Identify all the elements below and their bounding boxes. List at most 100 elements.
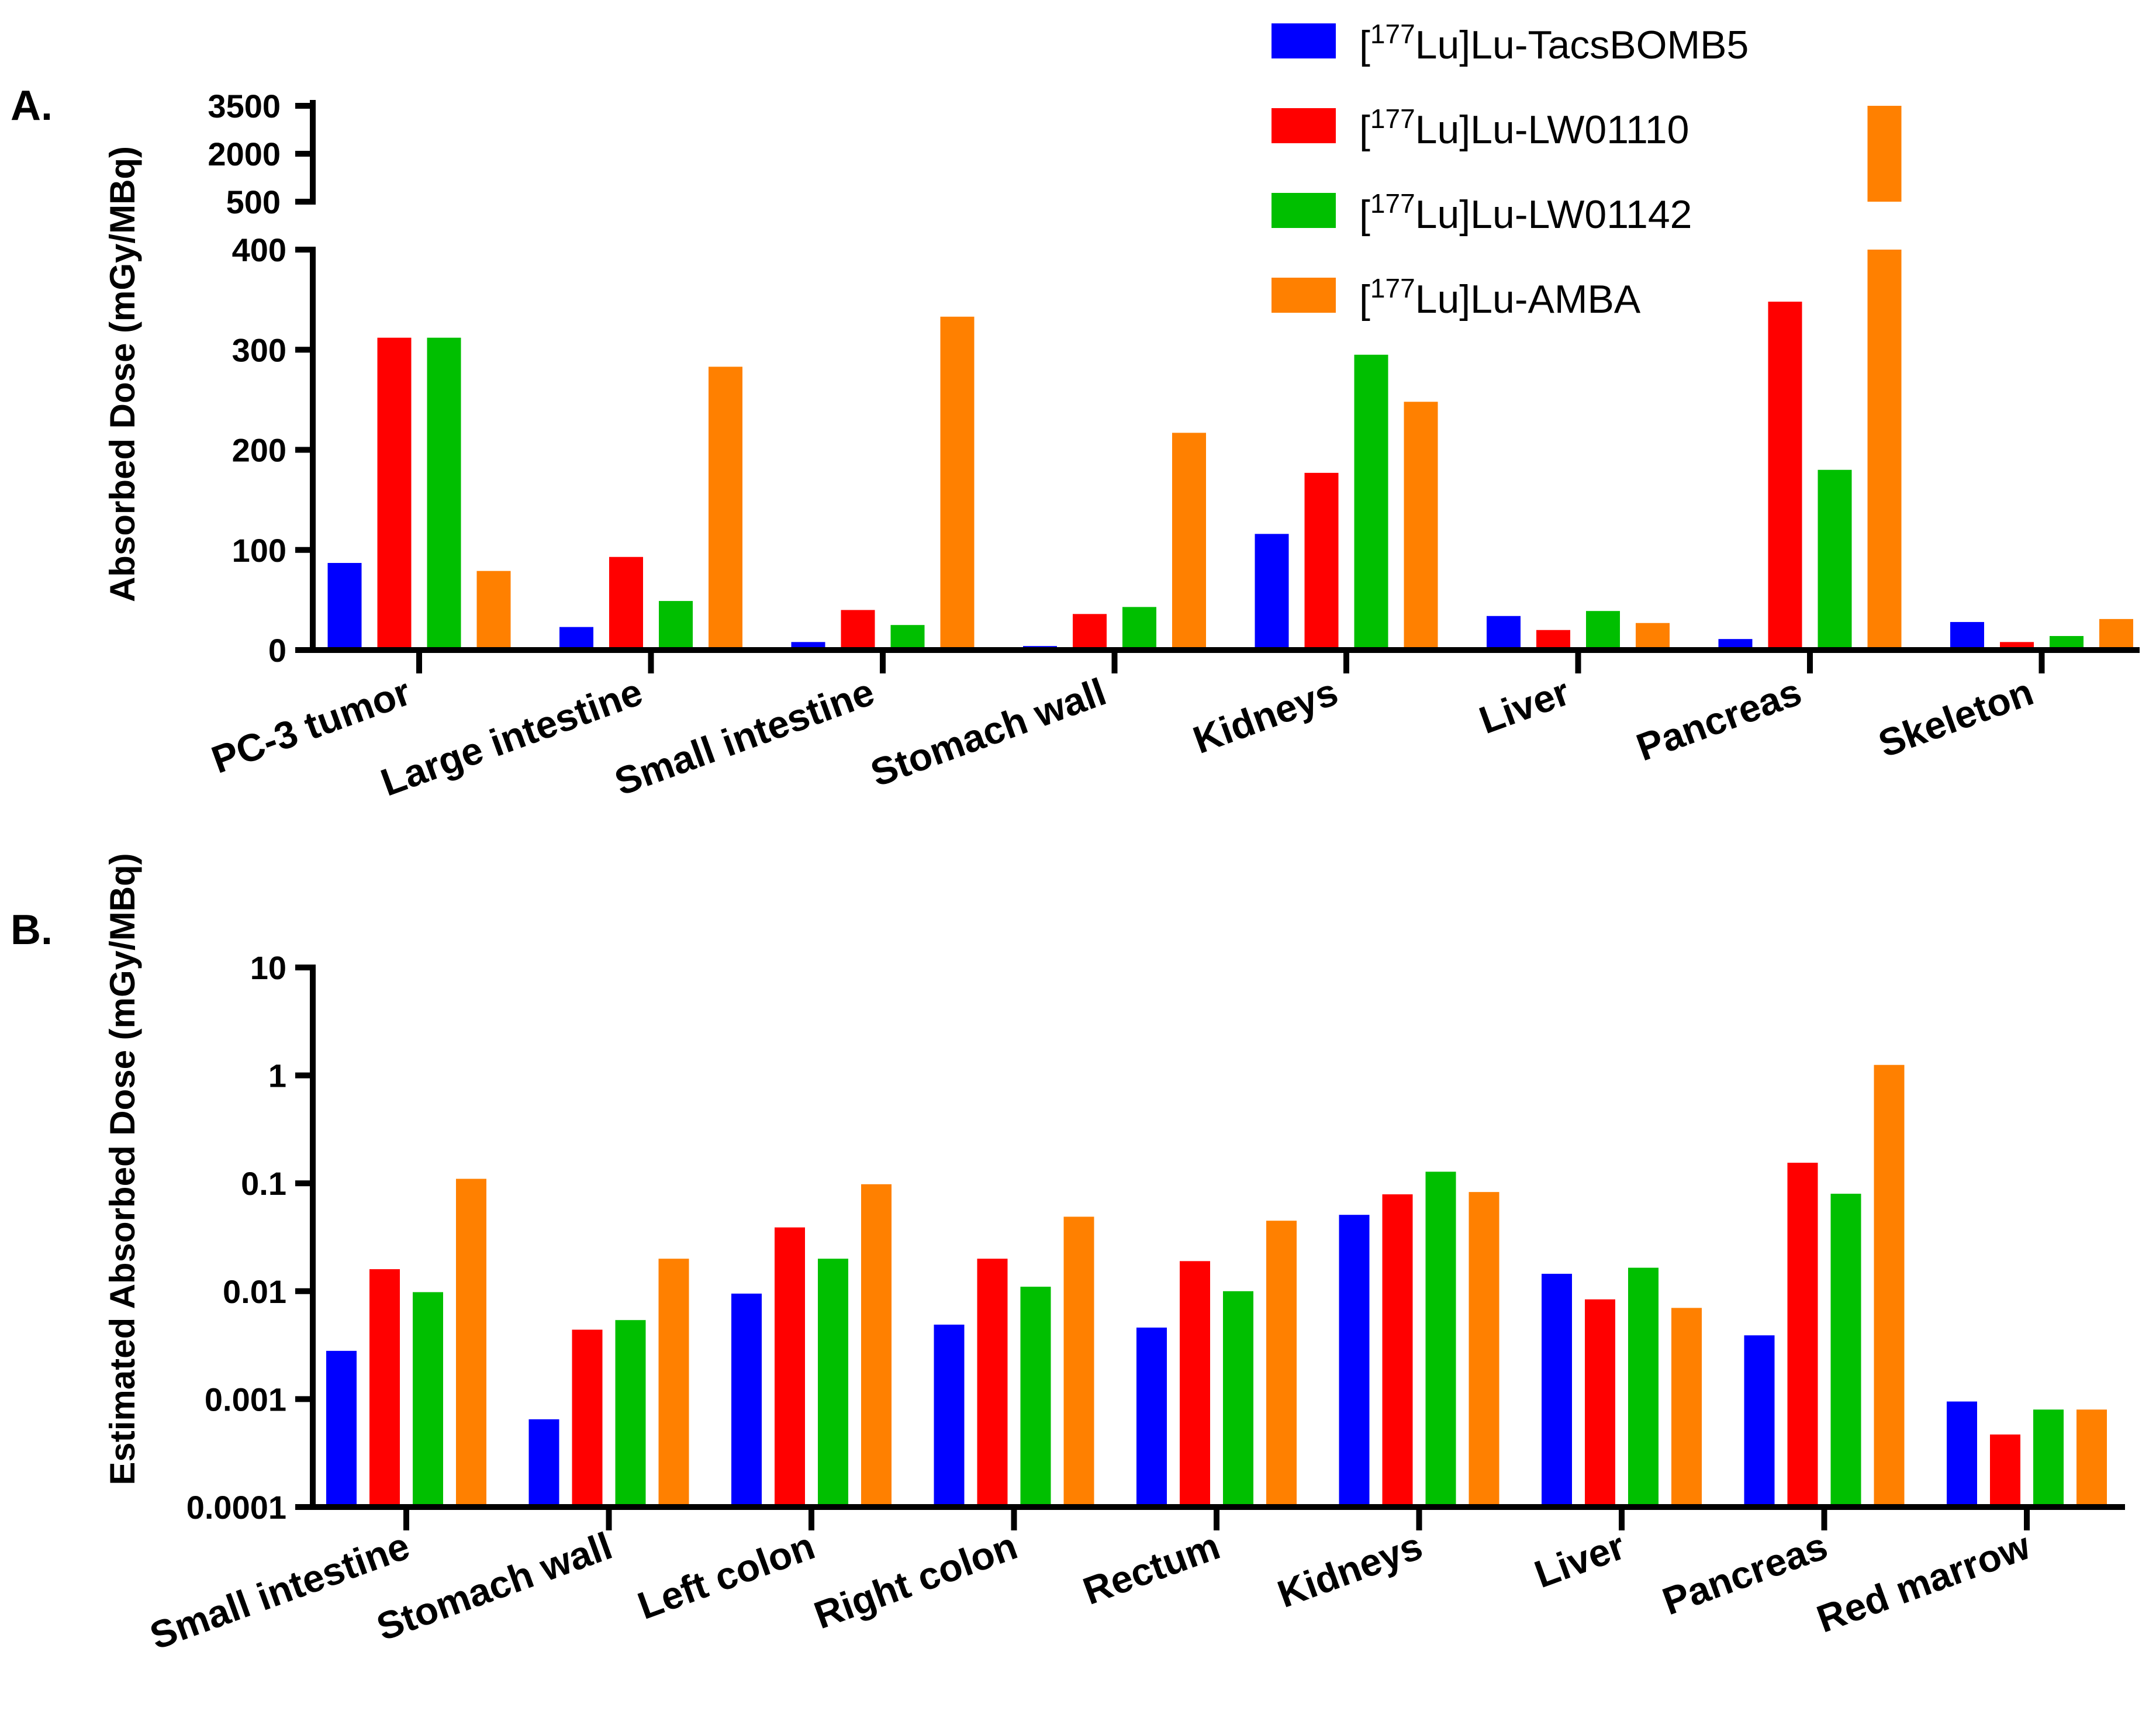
bar-a-liver-s3 (1636, 623, 1670, 650)
bar-b-small-intestine-s0 (326, 1350, 357, 1507)
bar-a-kidneys-s2 (1354, 354, 1388, 650)
legend-label-1: [177Lu]Lu-LW01110 (1359, 103, 1689, 152)
bar-a-skeleton-s2 (2050, 636, 2084, 650)
bar-a-stomach-wall-s3 (1172, 433, 1206, 650)
bar-a-small-intestine-s2 (890, 625, 925, 650)
panel-b-xlabel-red-marrow: Red marrow (1811, 1523, 2036, 1640)
panel-a-ytick-label-500: 500 (226, 184, 281, 220)
panel-b-xlabel-pancreas: Pancreas (1657, 1524, 1833, 1623)
bar-a-pc-3-tumor-s2 (427, 337, 461, 650)
bar-a-pancreas-s3-upper (1867, 106, 1902, 202)
panel-b-chart: 0.0001 0.001 0.01 0.1 1 10 Small intestineSto… (144, 949, 2125, 1657)
panel-b-label: B. (11, 907, 53, 953)
bar-a-kidneys-s3 (1404, 402, 1438, 650)
bar-a-large-intestine-s2 (659, 601, 693, 650)
panel-a-xlabel-small-intestine: Small intestine (609, 670, 880, 804)
bar-b-stomach-wall-s3 (658, 1259, 689, 1507)
bar-b-kidneys-s3 (1469, 1192, 1499, 1507)
bar-b-kidneys-s2 (1425, 1171, 1456, 1507)
bar-a-stomach-wall-s1 (1073, 614, 1107, 650)
legend-label-0: [177Lu]Lu-TacsBOMB5 (1359, 19, 1749, 67)
panel-b-y-axis-title: Estimated Absorbed Dose (mGy/MBq) (103, 853, 142, 1485)
panel-b-y-ticks: 0.0001 0.001 0.01 0.1 1 10 (186, 949, 313, 1526)
bar-a-pc-3-tumor-s0 (327, 563, 362, 650)
bar-a-pc-3-tumor-s1 (377, 337, 412, 650)
panel-a-xlabel-skeleton: Skeleton (1872, 670, 2038, 766)
panel-a-y-axis-title: Absorbed Dose (mGy/MBq) (103, 146, 142, 602)
bar-b-small-intestine-s3 (456, 1178, 486, 1507)
bar-a-liver-s1 (1536, 630, 1570, 650)
bar-a-stomach-wall-s2 (1122, 607, 1156, 650)
bar-b-rectum-s0 (1136, 1328, 1167, 1507)
panel-a-ytick-label-0: 0 (268, 632, 286, 669)
legend-swatch-0 (1272, 23, 1336, 58)
legend-label-3: [177Lu]Lu-AMBA (1359, 273, 1641, 322)
panel-a-y-ticks: 0 100 200 300 400 500 2000 3500 (208, 88, 313, 669)
panel-b-ytick-label-0-0001: 0.0001 (186, 1489, 286, 1526)
bar-b-left-colon-s3 (861, 1184, 892, 1507)
bar-b-left-colon-s1 (775, 1227, 805, 1507)
panel-b-xlabel-liver: Liver (1529, 1524, 1630, 1596)
bar-b-right-colon-s1 (977, 1259, 1008, 1507)
legend-swatch-3 (1272, 278, 1336, 313)
panel-a-chart: 0 100 200 300 400 500 2000 3500 PC-3 tumorLarge… (206, 88, 2140, 804)
bar-a-pancreas-s2 (1818, 469, 1852, 650)
bar-b-pancreas-s1 (1787, 1163, 1818, 1507)
bar-b-right-colon-s3 (1063, 1216, 1094, 1507)
panel-a-ytick-label-400: 400 (232, 231, 286, 268)
bar-b-small-intestine-s1 (369, 1269, 400, 1507)
panel-a-xlabel-large-intestine: Large intestine (375, 670, 648, 804)
bar-a-pc-3-tumor-s3 (476, 571, 511, 650)
bar-b-red-marrow-s1 (1990, 1434, 2020, 1507)
bar-b-liver-s3 (1671, 1308, 1702, 1507)
bar-b-liver-s0 (1542, 1274, 1572, 1507)
bar-b-kidneys-s0 (1339, 1215, 1370, 1507)
bar-a-large-intestine-s3 (709, 367, 742, 650)
bar-a-kidneys-s1 (1304, 472, 1339, 650)
legend-swatch-2 (1272, 193, 1336, 228)
bar-b-kidneys-s1 (1382, 1194, 1413, 1507)
bar-b-rectum-s1 (1180, 1261, 1210, 1507)
panel-a-xlabel-pancreas: Pancreas (1631, 670, 1807, 769)
panel-a-ytick-label-200: 200 (232, 432, 286, 469)
panel-b-bars (326, 1064, 2107, 1507)
panel-a-bars (327, 106, 2133, 650)
bar-b-stomach-wall-s1 (572, 1329, 603, 1507)
panel-a-xlabel-stomach-wall: Stomach wall (865, 670, 1112, 795)
panel-b-xlabel-rectum: Rectum (1077, 1524, 1225, 1613)
bar-b-pancreas-s0 (1744, 1335, 1775, 1507)
bar-a-skeleton-s0 (1950, 622, 1984, 650)
bar-a-small-intestine-s1 (841, 610, 875, 650)
bar-b-left-colon-s2 (818, 1259, 848, 1507)
bar-b-red-marrow-s2 (2033, 1409, 2064, 1507)
bar-b-small-intestine-s2 (413, 1292, 443, 1507)
bar-a-liver-s0 (1487, 616, 1521, 650)
bar-b-liver-s1 (1585, 1299, 1615, 1507)
legend-label-2: [177Lu]Lu-LW01142 (1359, 188, 1692, 237)
bar-b-rectum-s3 (1266, 1221, 1297, 1507)
bar-a-large-intestine-s1 (609, 557, 643, 650)
bar-a-kidneys-s0 (1255, 534, 1289, 650)
bar-b-red-marrow-s0 (1947, 1401, 1977, 1507)
panel-b-xlabel-small-intestine: Small intestine (144, 1524, 415, 1658)
panel-a-xlabel-liver: Liver (1474, 670, 1575, 742)
panel-a-xlabel-kidneys: Kidneys (1187, 670, 1343, 762)
panel-b-ytick-label-0-1: 0.1 (241, 1165, 286, 1202)
bar-b-rectum-s2 (1223, 1291, 1253, 1507)
bar-b-left-colon-s0 (731, 1293, 762, 1507)
panel-b-ytick-label-10: 10 (250, 949, 286, 986)
bar-a-liver-s2 (1586, 611, 1620, 650)
panel-b-ytick-label-1: 1 (268, 1057, 286, 1094)
bar-b-pancreas-s2 (1830, 1194, 1861, 1507)
legend-swatch-1 (1272, 108, 1336, 143)
bar-b-liver-s2 (1628, 1267, 1659, 1507)
panel-a-ytick-label-2000: 2000 (208, 136, 281, 172)
panel-b-xlabel-right-colon: Right colon (809, 1524, 1022, 1637)
panel-b-xlabel-kidneys: Kidneys (1272, 1524, 1428, 1616)
legend: [177Lu]Lu-TacsBOMB5 [177Lu]Lu-LW01110 [177… (1272, 19, 1749, 322)
bar-a-pancreas-s3 (1867, 250, 1902, 650)
panel-b-xlabel-left-colon: Left colon (632, 1524, 820, 1627)
